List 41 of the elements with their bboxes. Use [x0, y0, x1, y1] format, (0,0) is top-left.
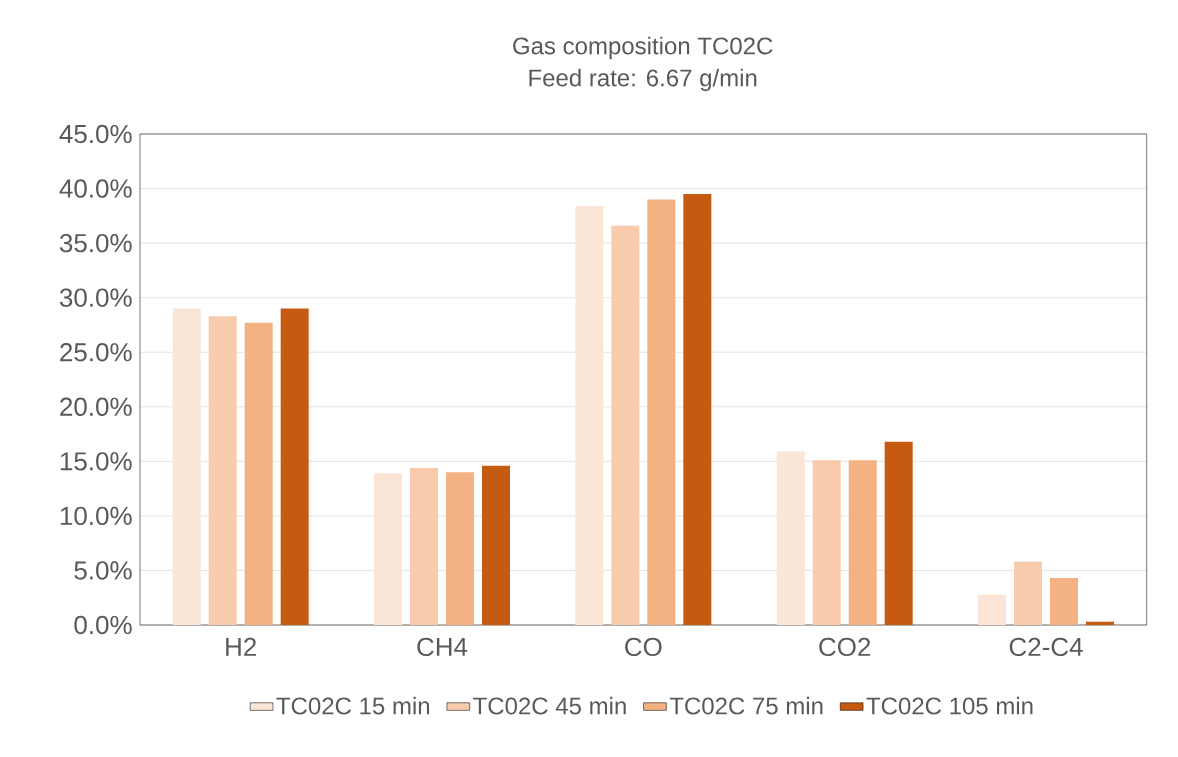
- bar: [611, 225, 640, 625]
- x-tick-label: CO: [625, 637, 662, 657]
- legend-label: TC02C 45 min: [473, 696, 626, 715]
- x-tick-label: C2-C4: [1009, 637, 1083, 657]
- bar: [208, 316, 237, 625]
- y-tick-label: 10.0%: [60, 506, 132, 526]
- bar: [410, 467, 439, 625]
- legend-label: TC02C 105 min: [866, 696, 1033, 715]
- bar: [172, 308, 201, 625]
- bar: [244, 322, 273, 625]
- y-tick-label: 25.0%: [60, 343, 132, 362]
- x-tick-label: CO2: [819, 637, 871, 657]
- bar: [884, 441, 913, 625]
- chart-subtitle: Feed rate: 6.67 g/min: [529, 68, 757, 92]
- chart-title: Gas composition TC02C: [513, 36, 773, 60]
- y-tick-label: 20.0%: [60, 397, 132, 416]
- y-tick-label: 30.0%: [59, 288, 132, 307]
- legend-label: TC02C 15 min: [276, 696, 430, 715]
- bar: [776, 451, 805, 625]
- bar: [446, 472, 474, 625]
- bar: [280, 308, 309, 625]
- y-tick-label: 5.0%: [74, 561, 132, 580]
- bar: [812, 460, 841, 625]
- bar: [683, 194, 712, 625]
- bar: [1014, 561, 1043, 625]
- bar: [1086, 621, 1115, 625]
- y-tick-label: 45.0%: [59, 124, 132, 144]
- x-tick-label: H2: [226, 637, 256, 656]
- bar: [647, 199, 676, 625]
- y-tick-label: 40.0%: [59, 179, 132, 198]
- bar: [482, 465, 510, 625]
- bar: [1050, 578, 1079, 625]
- y-tick-label: 15.0%: [60, 452, 132, 471]
- bar: [848, 460, 877, 625]
- bar: [374, 473, 402, 625]
- bar: [978, 594, 1007, 625]
- y-tick-label: 35.0%: [59, 233, 132, 253]
- bar: [575, 206, 604, 625]
- x-tick-label: CH4: [417, 637, 468, 657]
- y-tick-label: 0.0%: [74, 615, 132, 635]
- legend-label: TC02C 75 min: [669, 696, 823, 715]
